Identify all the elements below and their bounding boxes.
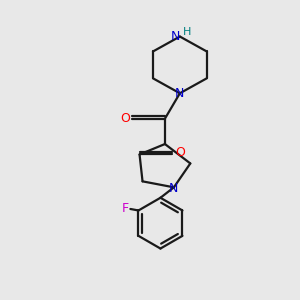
Text: F: F <box>122 202 129 215</box>
Text: N: N <box>175 87 184 100</box>
Text: O: O <box>175 146 185 160</box>
Text: O: O <box>121 112 130 124</box>
Text: N: N <box>169 182 178 195</box>
Text: H: H <box>183 27 191 37</box>
Text: N: N <box>171 30 180 43</box>
